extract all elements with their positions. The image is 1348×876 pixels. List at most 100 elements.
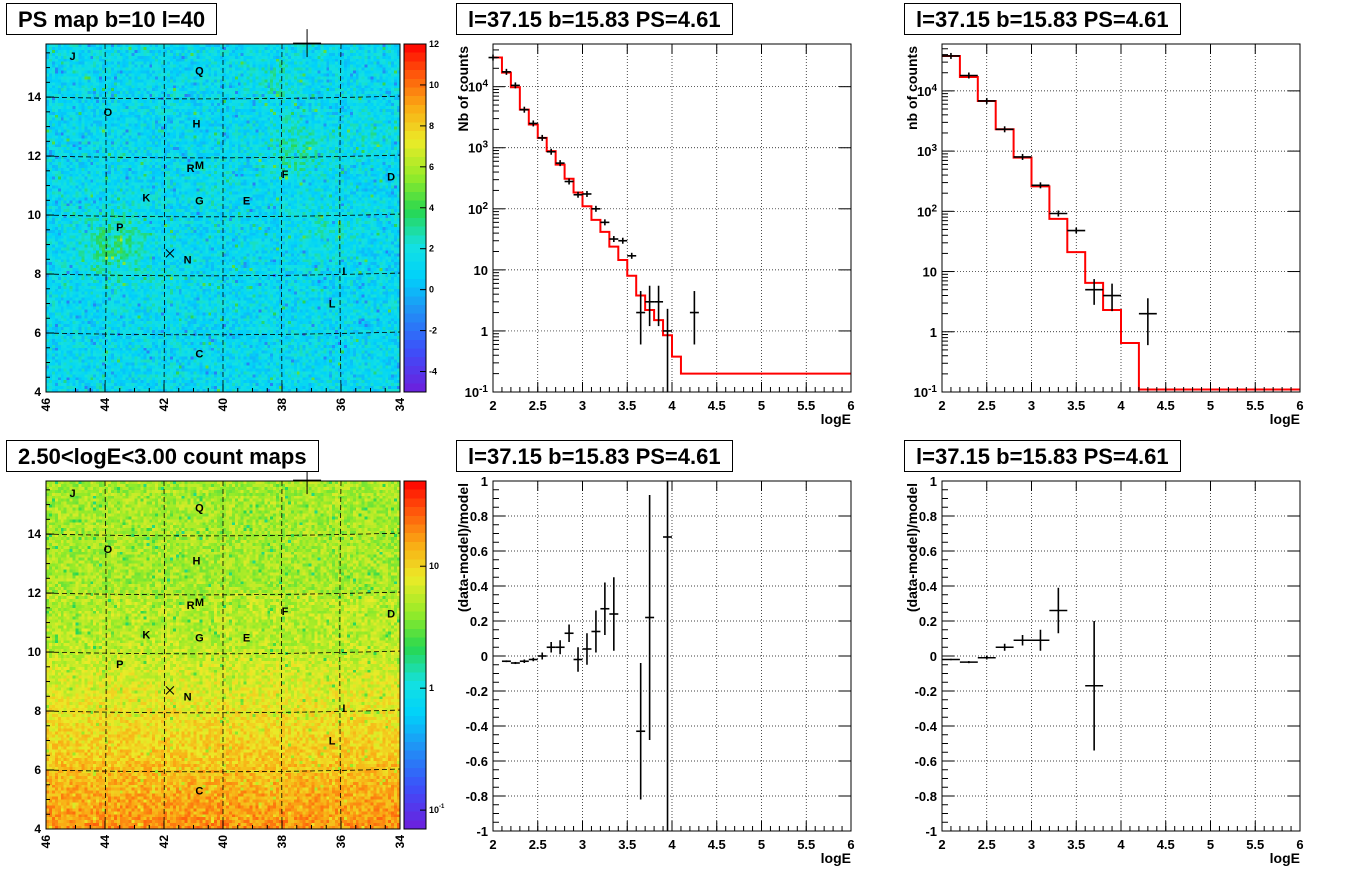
- map-cell: [199, 67, 203, 71]
- map-cell: [116, 88, 121, 92]
- map-cell: [237, 67, 242, 71]
- map-cell: [332, 132, 336, 136]
- map-cell: [181, 159, 186, 163]
- map-cell: [196, 76, 200, 80]
- map-cell: [246, 153, 250, 157]
- map-cell: [78, 147, 82, 151]
- map-cell: [314, 67, 318, 71]
- map-cell: [225, 153, 230, 157]
- map-cell: [261, 61, 265, 66]
- map-cell: [84, 61, 88, 66]
- map-cell: [140, 49, 144, 54]
- map-cell: [308, 64, 312, 68]
- map-cell: [349, 52, 354, 57]
- map-cell: [296, 94, 301, 98]
- map-cell: [166, 44, 171, 48]
- map-cell: [252, 100, 256, 104]
- map-cell: [164, 144, 168, 148]
- map-cell: [338, 97, 342, 101]
- map-cell: [190, 44, 194, 48]
- map-cell: [69, 88, 73, 92]
- map-cell: [231, 73, 236, 77]
- map-cell: [90, 111, 94, 116]
- map-cell: [178, 44, 183, 48]
- map-cell: [134, 129, 138, 133]
- map-cell: [169, 67, 174, 71]
- map-cell: [48, 129, 53, 133]
- map-cell: [270, 102, 274, 107]
- map-cell: [231, 49, 236, 54]
- map-cell: [75, 44, 79, 48]
- map-cell: [341, 138, 345, 142]
- map-cell: [81, 126, 85, 130]
- map-cell: [196, 135, 200, 139]
- map-cell: [102, 82, 106, 86]
- map-cell: [329, 76, 333, 80]
- map-cell: [237, 120, 242, 125]
- map-cell: [113, 108, 118, 113]
- map-cell: [184, 117, 188, 122]
- map-cell: [75, 156, 79, 160]
- map-cell: [287, 135, 292, 139]
- map-cell: [388, 135, 392, 139]
- map-cell: [243, 108, 247, 113]
- map-cell: [276, 105, 280, 110]
- map-cell: [152, 58, 156, 63]
- map-cell: [169, 52, 174, 57]
- map-cell: [314, 73, 318, 77]
- map-cell: [205, 126, 209, 130]
- map-cell: [193, 141, 197, 145]
- map-cell: [358, 91, 363, 95]
- map-cell: [143, 117, 147, 122]
- map-cell: [152, 138, 156, 142]
- map-cell: [237, 58, 242, 63]
- map-cell: [184, 52, 188, 57]
- map-cell: [317, 126, 321, 130]
- map-cell: [75, 141, 79, 145]
- map-cell: [78, 156, 82, 160]
- map-cell: [131, 61, 135, 66]
- map-cell: [370, 49, 374, 54]
- map-cell: [338, 79, 342, 83]
- map-cell: [205, 102, 209, 107]
- map-cell: [128, 58, 132, 63]
- map-cell: [110, 49, 115, 54]
- map-cell: [237, 49, 242, 54]
- map-cell: [358, 76, 363, 80]
- map-cell: [169, 159, 174, 163]
- map-cell: [128, 150, 132, 154]
- map-cell: [240, 94, 245, 98]
- map-cell: [99, 111, 103, 116]
- map-cell: [373, 97, 377, 101]
- map-cell: [261, 76, 265, 80]
- map-cell: [287, 85, 292, 89]
- map-cell: [193, 61, 197, 66]
- map-cell: [249, 97, 253, 101]
- map-cell: [99, 61, 103, 66]
- map-cell: [376, 61, 380, 66]
- map-cell: [152, 64, 156, 68]
- map-cell: [323, 102, 327, 107]
- map-cell: [175, 67, 180, 71]
- map-cell: [397, 70, 401, 74]
- map-cell: [237, 144, 242, 148]
- map-cell: [394, 120, 398, 125]
- map-cell: [46, 44, 50, 48]
- map-cell: [128, 49, 132, 54]
- map-cell: [391, 97, 395, 101]
- map-cell: [208, 94, 212, 98]
- map-cell: [96, 58, 100, 63]
- map-cell: [60, 79, 65, 83]
- map-cell: [317, 153, 321, 157]
- map-cell: [187, 55, 191, 60]
- map-cell: [146, 159, 150, 163]
- map-cell: [169, 105, 174, 110]
- map-cell: [131, 85, 135, 89]
- map-cell: [267, 111, 271, 116]
- map-cell: [261, 55, 265, 60]
- map-cell: [311, 153, 315, 157]
- map-cell: [181, 52, 186, 57]
- map-cell: [305, 123, 309, 127]
- map-cell: [358, 120, 363, 125]
- map-cell: [202, 85, 206, 89]
